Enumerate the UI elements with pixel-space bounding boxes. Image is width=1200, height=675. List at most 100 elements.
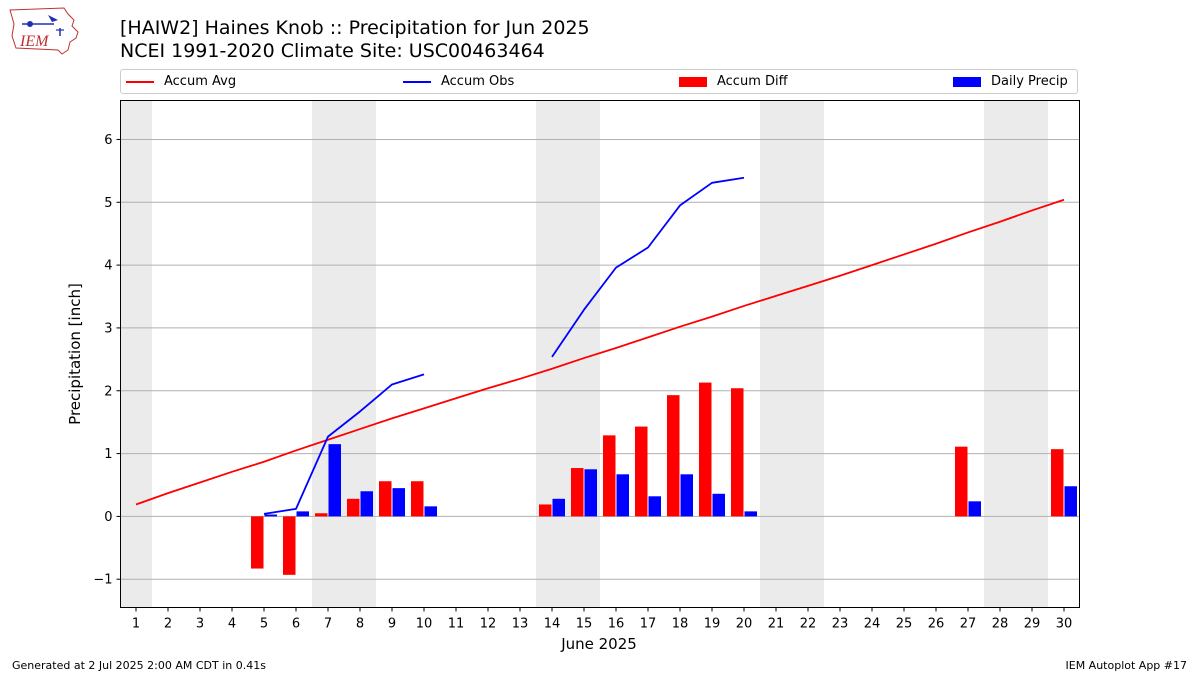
accum-obs-line-segment-1 xyxy=(263,373,425,515)
weekend-shade-29 xyxy=(1016,100,1048,608)
legend-label-accum-diff: Accum Diff xyxy=(717,74,788,89)
gridlines xyxy=(120,138,1080,580)
weekend-shade-14 xyxy=(536,100,568,608)
daily-precip-bar-9 xyxy=(392,488,405,517)
x-tick-label: 27 xyxy=(960,617,977,632)
x-tick-label: 16 xyxy=(608,617,625,632)
accum-diff-bar-14 xyxy=(539,504,552,517)
accum-diff-bar-8 xyxy=(347,498,360,517)
legend-label-accum-obs: Accum Obs xyxy=(441,74,515,89)
y-tick-label: 0 xyxy=(104,510,112,525)
accum-diff-bar-7 xyxy=(315,513,328,517)
accum-diff-bar-9 xyxy=(379,481,392,517)
chart-title: [HAIW2] Haines Knob :: Precipitation for… xyxy=(120,17,590,39)
legend-swatch-accum-obs xyxy=(403,80,431,83)
x-tick-label: 9 xyxy=(388,617,396,632)
daily-precip-bar-10 xyxy=(424,506,437,517)
x-tick-label: 3 xyxy=(196,617,204,632)
x-tick-label: 5 xyxy=(260,617,268,632)
x-tick-label: 1 xyxy=(132,617,140,632)
x-tick-label: 11 xyxy=(448,617,465,632)
legend-label-accum-avg: Accum Avg xyxy=(164,74,237,89)
x-tick-label: 17 xyxy=(640,617,657,632)
footer-generated: Generated at 2 Jul 2025 2:00 AM CDT in 0… xyxy=(12,659,266,672)
footer-app: IEM Autoplot App #17 xyxy=(1065,659,1188,672)
daily-precip-bar-20 xyxy=(744,511,757,517)
x-tick-label: 12 xyxy=(480,617,497,632)
logo-text: IEM xyxy=(19,33,50,50)
x-tick-label: 26 xyxy=(928,617,945,632)
y-tick-label: 6 xyxy=(104,133,112,148)
bars xyxy=(251,382,1077,575)
weekend-shade-21 xyxy=(760,100,792,608)
chart-subtitle: NCEI 1991-2020 Climate Site: USC00463464 xyxy=(120,40,545,62)
chart-legend: Accum Avg Accum Obs Accum Diff Daily Pre… xyxy=(120,69,1078,94)
x-tick-label: 4 xyxy=(228,617,236,632)
weekend-shade-22 xyxy=(792,100,824,608)
weekend-shading xyxy=(120,100,1048,608)
x-tick-label: 15 xyxy=(576,617,593,632)
x-tick-label: 29 xyxy=(1024,617,1041,632)
y-tick-label: 1 xyxy=(104,447,112,462)
accum-diff-bar-20 xyxy=(731,388,744,517)
x-tick-label: 23 xyxy=(832,617,849,632)
x-tick-label: 22 xyxy=(800,617,817,632)
y-tick-label: 2 xyxy=(104,384,112,399)
legend-label-daily-precip: Daily Precip xyxy=(991,74,1068,89)
legend-item-accum-avg: Accum Avg xyxy=(126,70,236,93)
x-tick-label: 21 xyxy=(768,617,785,632)
y-tick-label: 4 xyxy=(104,259,112,274)
x-tick-label: 10 xyxy=(416,617,433,632)
daily-precip-bar-17 xyxy=(648,496,661,517)
daily-precip-bar-27 xyxy=(968,501,981,517)
accum-avg-line xyxy=(135,198,1065,506)
accum-diff-bar-30 xyxy=(1051,449,1064,517)
x-tick-label: 7 xyxy=(324,617,332,632)
x-axis-label: June 2025 xyxy=(560,635,637,653)
accum-diff-bar-17 xyxy=(635,426,648,517)
daily-precip-bar-18 xyxy=(680,474,693,517)
accum-diff-bar-27 xyxy=(955,446,968,517)
legend-swatch-accum-avg xyxy=(126,80,154,83)
accum-diff-bar-19 xyxy=(699,382,712,517)
legend-swatch-daily-precip xyxy=(953,76,981,87)
lines xyxy=(135,176,1065,515)
daily-precip-bar-8 xyxy=(360,491,373,517)
legend-item-daily-precip: Daily Precip xyxy=(953,70,1068,93)
legend-swatch-accum-diff xyxy=(679,76,707,87)
legend-item-accum-obs: Accum Obs xyxy=(403,70,514,93)
y-tick-label: 5 xyxy=(104,196,112,211)
x-tick-label: 25 xyxy=(896,617,913,632)
accum-diff-bar-6 xyxy=(283,516,296,575)
daily-precip-bar-15 xyxy=(584,469,597,517)
weekend-shade-28 xyxy=(984,100,1016,608)
x-tick-label: 24 xyxy=(864,617,881,632)
daily-precip-bar-5 xyxy=(264,514,277,517)
iem-logo: IEM xyxy=(9,7,79,55)
accum-diff-bar-10 xyxy=(411,481,424,517)
accum-diff-bar-16 xyxy=(603,435,616,517)
accum-diff-bar-15 xyxy=(571,468,584,517)
weekend-shade-7 xyxy=(312,100,344,608)
x-tick-label: 18 xyxy=(672,617,689,632)
x-tick-label: 14 xyxy=(544,617,561,632)
daily-precip-bar-16 xyxy=(616,474,629,517)
x-tick-label: 20 xyxy=(736,617,753,632)
accum-obs-line-segment-2 xyxy=(551,176,745,358)
accum-diff-bar-18 xyxy=(667,395,680,517)
x-tick-label: 19 xyxy=(704,617,721,632)
y-axis-label: Precipitation [inch] xyxy=(66,283,84,425)
weekend-shade-8 xyxy=(344,100,376,608)
x-tick-label: 8 xyxy=(356,617,364,632)
x-tick-label: 2 xyxy=(164,617,172,632)
x-tick-label: 13 xyxy=(512,617,529,632)
daily-precip-bar-14 xyxy=(552,498,565,517)
x-tick-label: 28 xyxy=(992,617,1009,632)
daily-precip-bar-6 xyxy=(296,511,309,517)
y-tick-label: 3 xyxy=(104,321,112,336)
y-tick-label: −1 xyxy=(93,573,112,588)
daily-precip-bar-7 xyxy=(328,444,341,517)
x-tick-label: 30 xyxy=(1056,617,1073,632)
